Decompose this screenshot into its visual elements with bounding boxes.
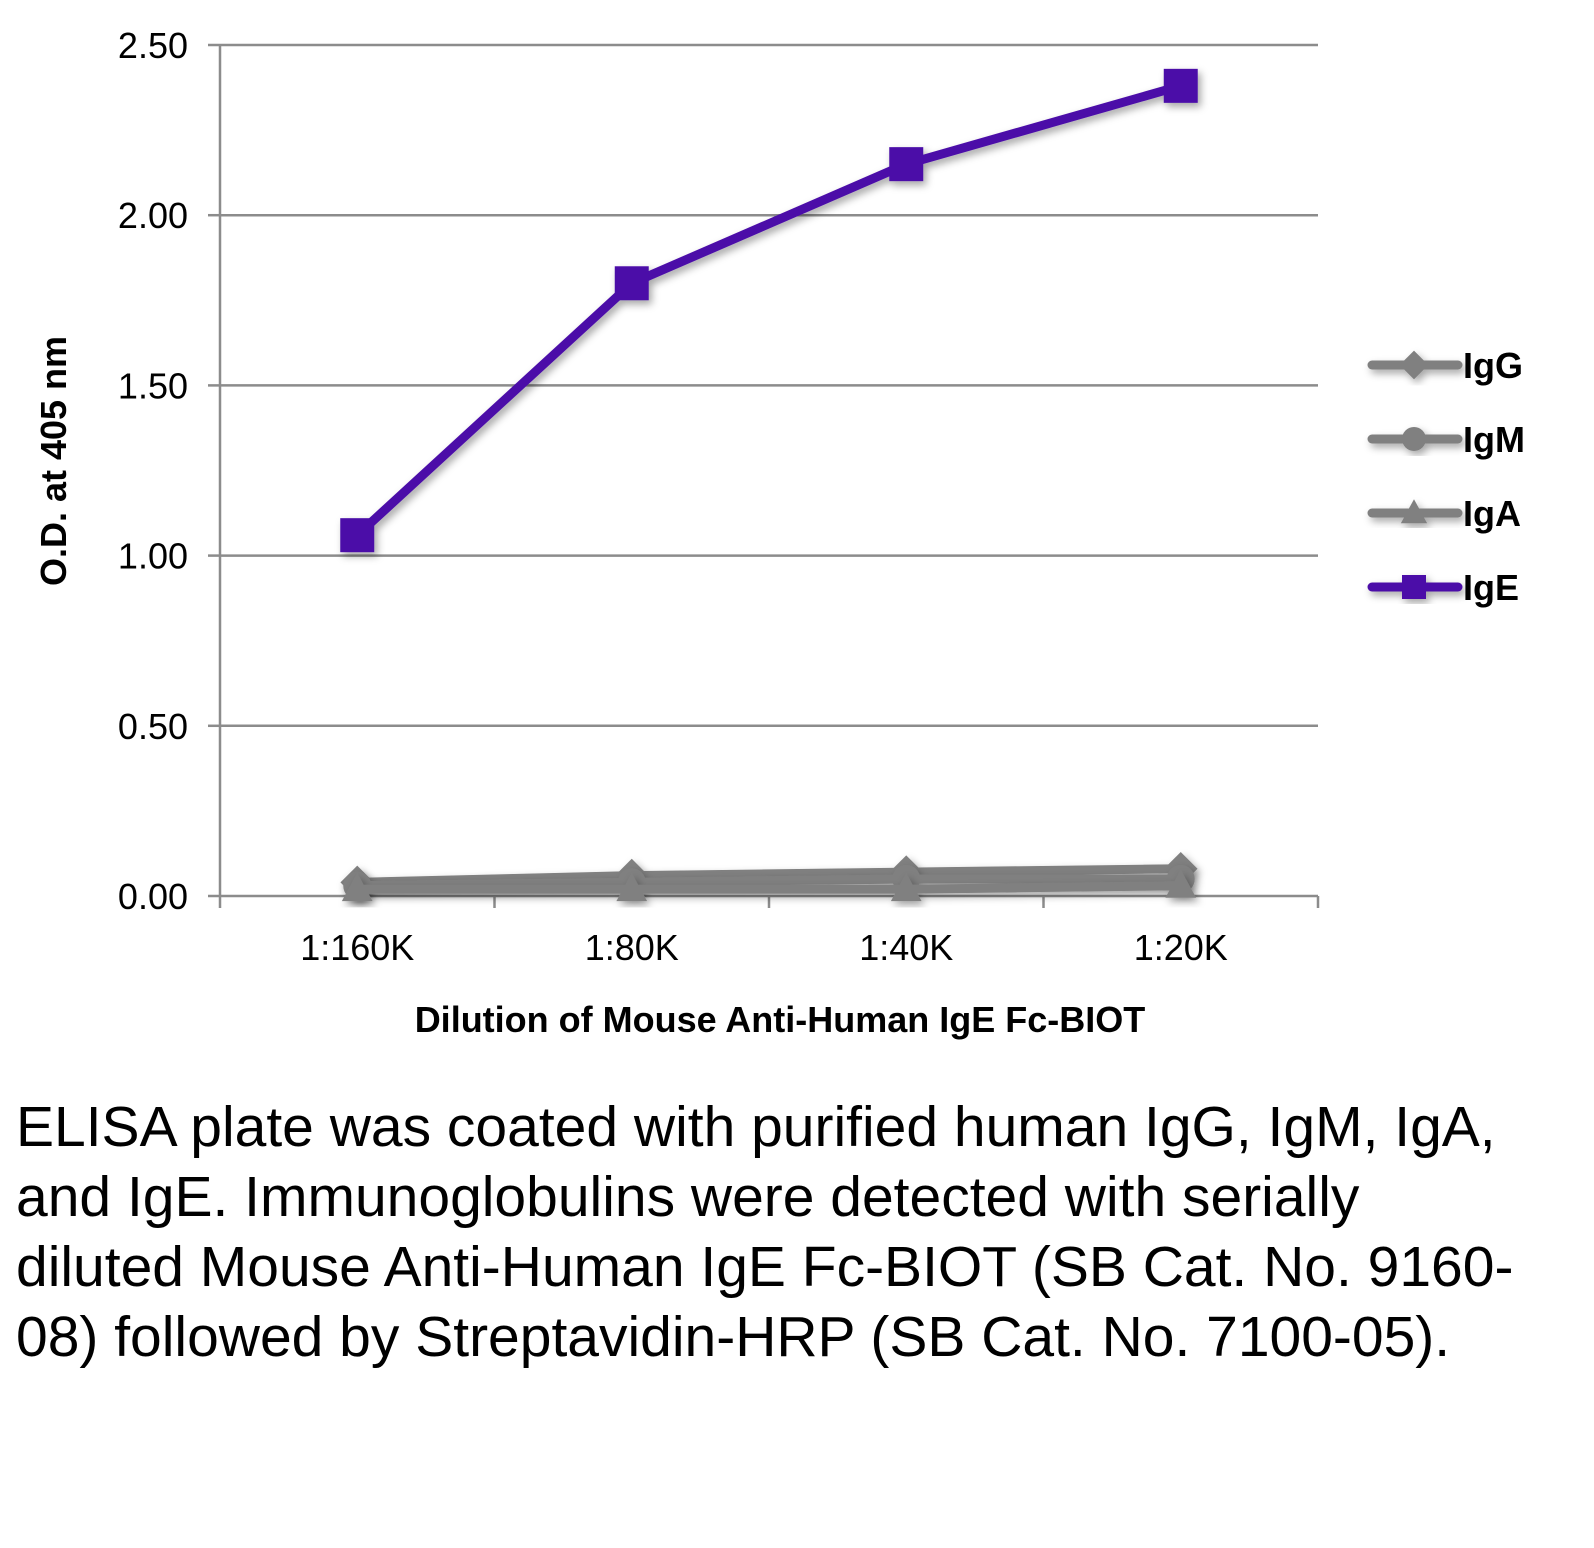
legend-label-iga: IgA: [1463, 493, 1521, 534]
y-tick-label: 2.00: [118, 195, 188, 236]
x-tick-label: 1:20K: [1134, 927, 1228, 968]
y-tick-label: 0.50: [118, 706, 188, 747]
series-lines: [340, 68, 1198, 902]
series-line-iga: [357, 881, 1181, 894]
data-point-ige: [340, 518, 375, 553]
series-line-igg: [357, 864, 1181, 887]
x-axis-title: Dilution of Mouse Anti-Human IgE Fc-BIOT: [415, 999, 1146, 1040]
series-iga: [341, 869, 1197, 902]
data-point-iga: [1165, 869, 1197, 898]
legend-item-igm: [1367, 427, 1463, 451]
legend: IgG IgM IgA IgE: [1367, 345, 1525, 608]
x-tick-label: 1:160K: [300, 927, 414, 968]
legend-item-igg: [1367, 350, 1463, 380]
legend-item-iga: [1367, 499, 1463, 524]
legend-marker-iga: [1400, 499, 1428, 524]
gridlines: [220, 43, 1318, 728]
legend-marker-igm: [1402, 427, 1426, 451]
legend-marker-ige: [1402, 575, 1426, 599]
x-tick-label: 1:80K: [585, 927, 679, 968]
y-axis-title: O.D. at 405 nm: [33, 336, 74, 586]
elisa-line-chart: 0.00 0.50 1.00 1.50 2.00 2.50 1:160K 1:80K 1:40K…: [33, 25, 1525, 1040]
y-tick-label: 1.00: [118, 536, 188, 577]
legend-item-ige: [1367, 575, 1463, 599]
data-point-iga: [890, 873, 922, 902]
y-tick-label: 2.50: [118, 25, 188, 66]
legend-marker-igg: [1399, 350, 1429, 380]
series-ige: [340, 68, 1198, 553]
y-tick-label: 1.50: [118, 365, 188, 406]
data-point-iga: [341, 873, 373, 902]
legend-label-igm: IgM: [1463, 419, 1525, 460]
series-line-ige: [354, 81, 1182, 539]
data-point-ige: [1163, 68, 1198, 103]
data-point-ige: [614, 266, 649, 301]
series-line-igm: [357, 874, 1181, 891]
data-point-ige: [889, 147, 924, 182]
data-point-iga: [616, 873, 648, 902]
x-tick-label: 1:40K: [859, 927, 953, 968]
legend-label-igg: IgG: [1463, 345, 1523, 386]
legend-label-ige: IgE: [1463, 567, 1519, 608]
figure-caption: ELISA plate was coated with purified hum…: [16, 1095, 1514, 1369]
y-tick-label: 0.00: [118, 876, 188, 917]
axes: 0.00 0.50 1.00 1.50 2.00 2.50 1:160K 1:80K 1:40K…: [118, 25, 1320, 968]
